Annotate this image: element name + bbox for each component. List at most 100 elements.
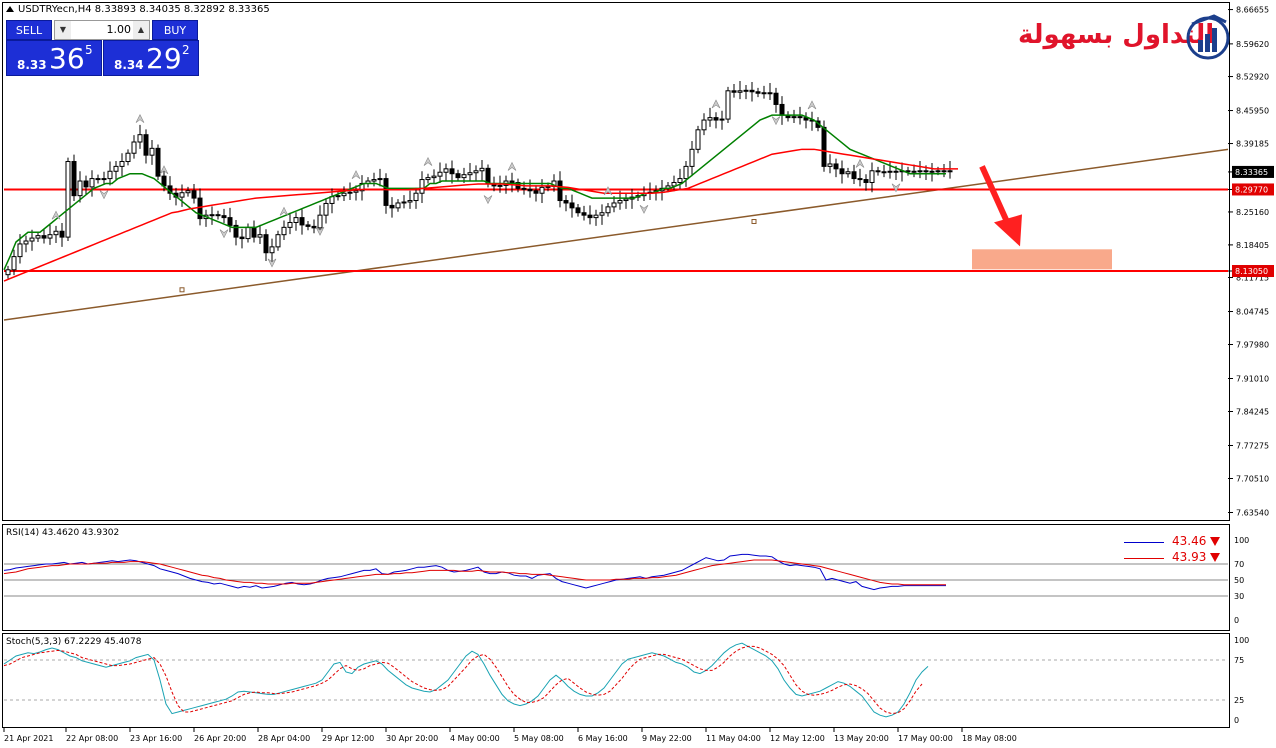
brand-logo-text: التداول بسهولة <box>1018 20 1215 50</box>
candle-body <box>233 224 239 238</box>
stoch-pane[interactable] <box>2 633 1230 728</box>
time-axis-label: 5 May 08:00 <box>514 734 564 743</box>
trendline-anchor <box>179 287 185 293</box>
rsi-signal-down-arrow-icon <box>1210 553 1220 562</box>
candle-body <box>113 165 119 172</box>
rsi-pane[interactable] <box>2 524 1230 631</box>
candle-body <box>407 200 413 203</box>
lot-size-value[interactable]: 1.00 <box>106 23 132 36</box>
candle-body <box>689 148 695 167</box>
candle-body <box>467 172 473 176</box>
ma-slow-line <box>3 114 946 271</box>
time-axis-label: 21 Apr 2021 <box>4 734 53 743</box>
candle-body <box>35 235 41 239</box>
buy-button[interactable]: BUY <box>152 20 198 40</box>
current-price-label: 8.33365 <box>1235 168 1268 177</box>
buy-quote-pips: 29 <box>146 42 182 75</box>
candle-body <box>587 214 593 219</box>
candle-body <box>527 188 533 192</box>
candle-body <box>497 184 503 187</box>
candle-body <box>401 201 407 204</box>
candle-body <box>41 235 47 239</box>
down-arrow-shaft <box>979 165 1013 230</box>
candle-body <box>737 90 743 93</box>
sell-quote[interactable]: 8.33 36 5 <box>6 40 102 76</box>
lot-size-field[interactable]: ▼ 1.00 ▲ <box>54 20 150 40</box>
lot-increase-icon[interactable]: ▲ <box>133 21 149 39</box>
candle-body <box>149 147 155 156</box>
candle-body <box>29 237 35 242</box>
candle-body <box>77 180 83 197</box>
time-axis-label: 12 May 12:00 <box>770 734 825 743</box>
candle-body <box>197 197 203 220</box>
candle-body <box>539 186 545 194</box>
bar-chart-logo-icon <box>1186 14 1230 60</box>
candle-body <box>521 187 527 190</box>
candle-body <box>557 180 563 202</box>
candle-body <box>923 170 929 173</box>
price-axis-label: 8.39185 <box>1236 140 1269 149</box>
candle-body <box>131 141 137 154</box>
time-axis-label: 17 May 00:00 <box>898 734 953 743</box>
candle-body <box>449 168 455 175</box>
candle-body <box>803 117 809 121</box>
candle-body <box>359 182 365 192</box>
fractal-up-icon <box>423 156 433 166</box>
fractal-down-icon <box>771 116 781 126</box>
price-axis-label: 8.52920 <box>1236 73 1269 82</box>
rsi-line <box>3 553 946 591</box>
candle-body <box>155 147 161 177</box>
candle-body <box>797 116 803 119</box>
candle-body <box>221 215 227 219</box>
price-axis-label: 7.77275 <box>1236 441 1269 450</box>
buy-quote-fraction: 2 <box>182 43 190 57</box>
candle-body <box>275 234 281 248</box>
support-price-badge <box>1232 265 1274 278</box>
candle-body <box>347 191 353 194</box>
candle-body <box>881 171 887 174</box>
stoch-axis-label: 75 <box>1234 656 1244 665</box>
candle-body <box>743 89 749 92</box>
candle-body <box>581 212 587 216</box>
candle-body <box>725 90 731 120</box>
candle-body <box>509 180 515 183</box>
candle-body <box>605 206 611 214</box>
collapse-triangle-icon[interactable] <box>6 6 14 12</box>
stoch-title: Stoch(5,3,3) 67.2229 45.4078 <box>6 637 142 647</box>
candle-body <box>191 190 197 199</box>
sell-button[interactable]: SELL <box>6 20 52 40</box>
candle-body <box>833 163 839 170</box>
fractal-up-icon <box>507 161 517 171</box>
fractal-down-icon <box>99 190 109 200</box>
candle-body <box>671 181 677 187</box>
rsi-axis-label: 70 <box>1234 560 1244 569</box>
price-axis-label: 7.91010 <box>1236 375 1269 384</box>
buy-quote[interactable]: 8.34 29 2 <box>103 40 199 76</box>
candle-body <box>353 190 359 193</box>
symbol-title: USDTRYecn,H4 8.33893 8.34035 8.32892 8.3… <box>18 4 270 15</box>
candle-body <box>119 161 125 167</box>
candle-body <box>185 190 191 194</box>
support-price-badge <box>1232 183 1274 196</box>
candle-body <box>683 165 689 180</box>
candle-body <box>317 214 323 229</box>
support-price-label: 8.29770 <box>1235 185 1268 194</box>
sell-quote-prefix: 8.33 <box>17 58 47 72</box>
candle-body <box>611 202 617 208</box>
candle-body <box>5 269 11 276</box>
candle-body <box>845 171 851 175</box>
candle-body <box>161 175 167 187</box>
rsi-title: RSI(14) 43.4620 43.9302 <box>6 528 120 538</box>
candle-body <box>245 226 251 240</box>
time-axis-label: 9 May 22:00 <box>642 734 692 743</box>
buy-quote-prefix: 8.34 <box>114 58 144 72</box>
time-axis-label: 6 May 16:00 <box>578 734 628 743</box>
fractal-down-icon <box>267 258 277 268</box>
candle-body <box>215 214 221 217</box>
brand-logo: التداول بسهولة <box>1018 14 1232 62</box>
price-pane[interactable] <box>2 2 1230 521</box>
fractal-down-icon <box>483 195 493 205</box>
candle-body <box>227 217 233 226</box>
lot-decrease-icon[interactable]: ▼ <box>55 21 71 39</box>
